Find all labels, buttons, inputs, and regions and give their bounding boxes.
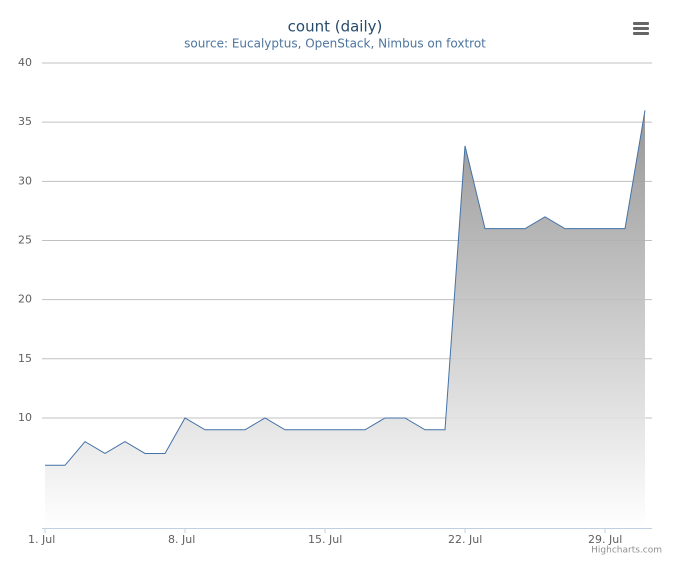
y-tick-label: 40 — [18, 56, 32, 69]
chart-subtitle: source: Eucalyptus, OpenStack, Nimbus on… — [184, 37, 486, 51]
x-tick-label: 1. Jul — [28, 533, 55, 546]
x-tick-label: 22. Jul — [448, 533, 482, 546]
menu-button[interactable] — [633, 22, 649, 35]
chart-title: count (daily) — [288, 18, 383, 36]
credits[interactable]: Highcharts.com — [591, 546, 662, 556]
y-tick-label: 35 — [18, 115, 32, 128]
x-tick-label: 15. Jul — [308, 533, 342, 546]
y-tick-label: 20 — [18, 293, 32, 306]
x-tick-label: 8. Jul — [168, 533, 195, 546]
area-fill — [45, 110, 645, 528]
y-tick-label: 10 — [18, 411, 32, 424]
y-tick-label: 30 — [18, 174, 32, 187]
area-line — [45, 110, 646, 466]
y-tick-label: 25 — [18, 233, 32, 246]
y-tick-label: 15 — [18, 352, 32, 365]
x-tick-label: 29. Jul — [588, 533, 622, 546]
